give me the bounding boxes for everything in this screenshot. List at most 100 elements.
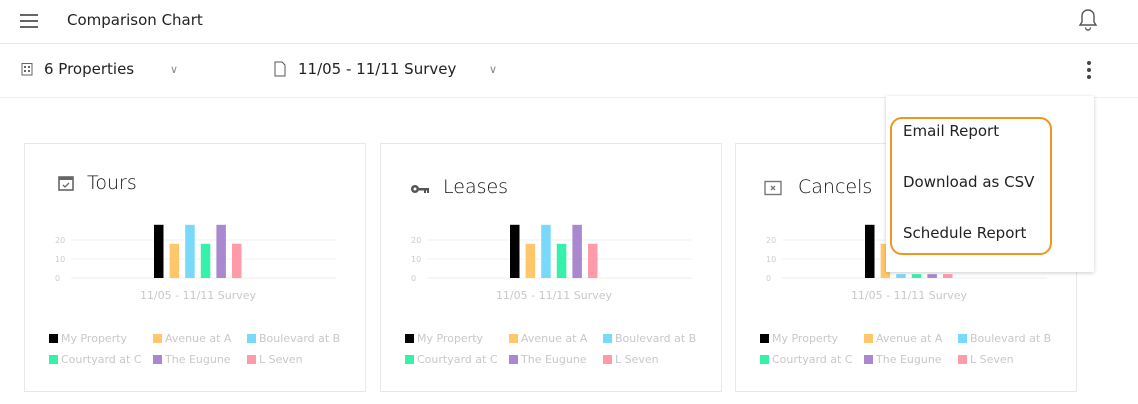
legend-label: Avenue at A <box>165 332 232 345</box>
y-tick-label: 10 <box>766 255 776 264</box>
legend-item[interactable]: Courtyard at C <box>760 353 853 366</box>
legend-swatch <box>760 355 769 364</box>
chart-title: Cancels <box>798 176 873 198</box>
legend-label: Courtyard at C <box>772 353 853 366</box>
legend-item[interactable]: The Eugune <box>864 353 942 366</box>
y-tick-label: 10 <box>411 255 421 264</box>
bar-my-property[interactable] <box>865 224 875 278</box>
legend-item[interactable]: Boulevard at B <box>958 332 1051 345</box>
legend-label: Avenue at A <box>876 332 943 345</box>
bar-boulevard-at-b[interactable] <box>185 224 195 278</box>
legend-swatch <box>958 355 967 364</box>
menu-item-download-csv[interactable]: Download as CSV <box>903 173 1035 191</box>
legend-swatch <box>247 355 256 364</box>
calendar-check-icon <box>57 174 75 196</box>
legend-item[interactable]: L Seven <box>247 353 303 366</box>
legend-label: L Seven <box>259 353 303 366</box>
legend-label: L Seven <box>615 353 659 366</box>
bar-avenue-at-a[interactable] <box>880 243 891 278</box>
legend-swatch <box>153 334 162 343</box>
bar-my-property[interactable] <box>154 224 164 278</box>
y-tick-label: 0 <box>55 274 60 283</box>
bar-courtyard-at-c[interactable] <box>556 243 567 278</box>
legend-label: My Property <box>61 332 128 345</box>
legend-swatch <box>603 355 612 364</box>
properties-dropdown[interactable]: 6 Properties ∨ <box>20 60 178 78</box>
legend-item[interactable]: Avenue at A <box>509 332 587 345</box>
bar-avenue-at-a[interactable] <box>525 243 536 278</box>
legend-item[interactable]: Boulevard at B <box>603 332 696 345</box>
legend-swatch <box>864 355 873 364</box>
legend-label: The Eugune <box>165 353 231 366</box>
legend-swatch <box>760 334 769 343</box>
y-tick-label: 0 <box>411 274 416 283</box>
legend-item[interactable]: My Property <box>760 332 838 345</box>
chart-card-leases: Leases 0 10 20 11/05 - 11/11 Survey My Proper… <box>380 143 722 392</box>
bar-avenue-at-a[interactable] <box>169 243 180 278</box>
legend-label: Boulevard at B <box>970 332 1052 345</box>
legend-item[interactable]: L Seven <box>603 353 659 366</box>
legend-label: The Eugune <box>876 353 942 366</box>
legend-item[interactable]: Avenue at A <box>153 332 231 345</box>
bar-boulevard-at-b[interactable] <box>896 274 906 278</box>
legend-item[interactable]: My Property <box>405 332 483 345</box>
legend-label: Avenue at A <box>521 332 588 345</box>
hamburger-menu-icon[interactable] <box>20 14 38 28</box>
legend-label: The Eugune <box>521 353 587 366</box>
y-tick-label: 0 <box>766 274 771 283</box>
legend-label: L Seven <box>970 353 1014 366</box>
bar-l-seven[interactable] <box>232 243 242 278</box>
legend-label: Boulevard at B <box>615 332 697 345</box>
legend-swatch <box>509 355 518 364</box>
legend-label: My Property <box>772 332 839 345</box>
bar-the-eugune[interactable] <box>216 224 226 278</box>
legend-item[interactable]: Courtyard at C <box>405 353 498 366</box>
legend-swatch <box>405 334 414 343</box>
highlight-outline <box>890 117 1052 255</box>
legend-swatch <box>509 334 518 343</box>
toolbar: 6 Properties ∨ 11/05 - 11/11 Survey ∨ <box>0 44 1138 98</box>
bar-boulevard-at-b[interactable] <box>541 224 551 278</box>
cancel-box-icon <box>764 180 782 200</box>
legend-swatch <box>864 334 873 343</box>
menu-item-email-report[interactable]: Email Report <box>903 122 1000 140</box>
more-options-icon[interactable] <box>1086 61 1092 82</box>
survey-dropdown[interactable]: 11/05 - 11/11 Survey ∨ <box>273 60 497 78</box>
bar-chart: 0 10 20 11/05 - 11/11 Survey <box>411 224 692 302</box>
legend-item[interactable]: Avenue at A <box>864 332 942 345</box>
legend-label: Courtyard at C <box>417 353 498 366</box>
bar-l-seven[interactable] <box>943 274 953 278</box>
bar-courtyard-at-c[interactable] <box>911 274 922 278</box>
bar-l-seven[interactable] <box>588 243 598 278</box>
legend-swatch <box>49 334 58 343</box>
chevron-down-icon: ∨ <box>489 62 498 76</box>
legend-item[interactable]: The Eugune <box>509 353 587 366</box>
legend-swatch <box>603 334 612 343</box>
chart-title: Leases <box>443 176 509 198</box>
document-icon <box>274 61 286 77</box>
legend-item[interactable]: The Eugune <box>153 353 231 366</box>
x-category-label: 11/05 - 11/11 Survey <box>851 289 968 302</box>
bar-the-eugune[interactable] <box>572 224 582 278</box>
properties-label: 6 Properties <box>44 60 135 78</box>
legend-swatch <box>405 355 414 364</box>
chart-title: Tours <box>87 172 137 194</box>
menu-item-schedule-report[interactable]: Schedule Report <box>903 224 1027 242</box>
legend-swatch <box>958 334 967 343</box>
chevron-down-icon: ∨ <box>170 62 179 76</box>
legend-item[interactable]: L Seven <box>958 353 1014 366</box>
bar-the-eugune[interactable] <box>927 274 937 278</box>
bar-my-property[interactable] <box>510 224 520 278</box>
bell-icon[interactable] <box>1078 8 1098 32</box>
page-title: Comparison Chart <box>67 11 203 29</box>
legend-item[interactable]: My Property <box>49 332 127 345</box>
bar-courtyard-at-c[interactable] <box>200 243 211 278</box>
legend-label: My Property <box>417 332 484 345</box>
survey-label: 11/05 - 11/11 Survey <box>298 60 457 78</box>
legend-item[interactable]: Boulevard at B <box>247 332 340 345</box>
top-bar: Comparison Chart <box>0 0 1138 44</box>
legend-swatch <box>49 355 58 364</box>
legend-label: Boulevard at B <box>259 332 341 345</box>
legend-swatch <box>153 355 162 364</box>
legend-item[interactable]: Courtyard at C <box>49 353 142 366</box>
